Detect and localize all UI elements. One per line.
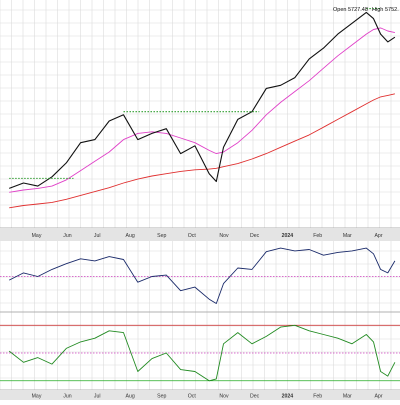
high-value: 5752.: [385, 7, 399, 13]
open-value: 5727.48: [348, 7, 368, 13]
date-tick-label: Sep: [157, 233, 166, 239]
open-label: Open: [333, 7, 346, 13]
oscillator-1-panel: [0, 247, 400, 304]
date-axis-strip: [0, 228, 400, 241]
date-tick-label: Feb: [313, 233, 322, 239]
date-tick-label: Aug: [125, 394, 134, 400]
date-tick-label: Jul: [94, 233, 101, 239]
moving-average-slow-line: [9, 93, 395, 209]
moving-average-fast-line: [9, 27, 395, 193]
date-tick-label: Mar: [343, 394, 352, 400]
oscillator-2-line: [8, 324, 396, 382]
date-tick-label: Jun: [63, 394, 71, 400]
date-tick-label: Dec: [250, 394, 260, 400]
date-tick-label: Mar: [343, 233, 352, 239]
date-tick-label: 2024: [282, 233, 294, 239]
date-tick-label: Apr: [374, 233, 382, 239]
date-tick-label: Oct: [188, 233, 197, 239]
date-tick-label: Feb: [313, 394, 322, 400]
price-panel: [9, 7, 396, 209]
oscillator-2-panel: [0, 324, 400, 382]
date-tick-label: May: [32, 233, 42, 239]
date-axis-strip: [0, 390, 400, 400]
date-tick-label: Oct: [188, 394, 197, 400]
date-tick-label: Jul: [94, 394, 101, 400]
date-tick-label: Nov: [219, 394, 229, 400]
date-tick-label: Aug: [125, 233, 134, 239]
panels: [0, 7, 400, 382]
date-tick-label: Dec: [250, 233, 260, 239]
date-tick-label: May: [32, 394, 42, 400]
date-tick-label: Sep: [157, 394, 166, 400]
date-tick-label: Jun: [63, 233, 71, 239]
oscillator-1-line: [8, 247, 396, 304]
date-axis: May Jun Jul Aug Sep Oct Nov Dec 2024 Feb Mar Apr May…: [0, 228, 400, 400]
date-tick-label: Nov: [219, 233, 229, 239]
date-tick-label: 2024: [282, 394, 294, 400]
date-tick-label: Apr: [374, 394, 382, 400]
price-line: [9, 11, 396, 189]
price-header: Open 5727.48 High 5752.: [333, 7, 399, 13]
high-label: High: [372, 7, 383, 13]
